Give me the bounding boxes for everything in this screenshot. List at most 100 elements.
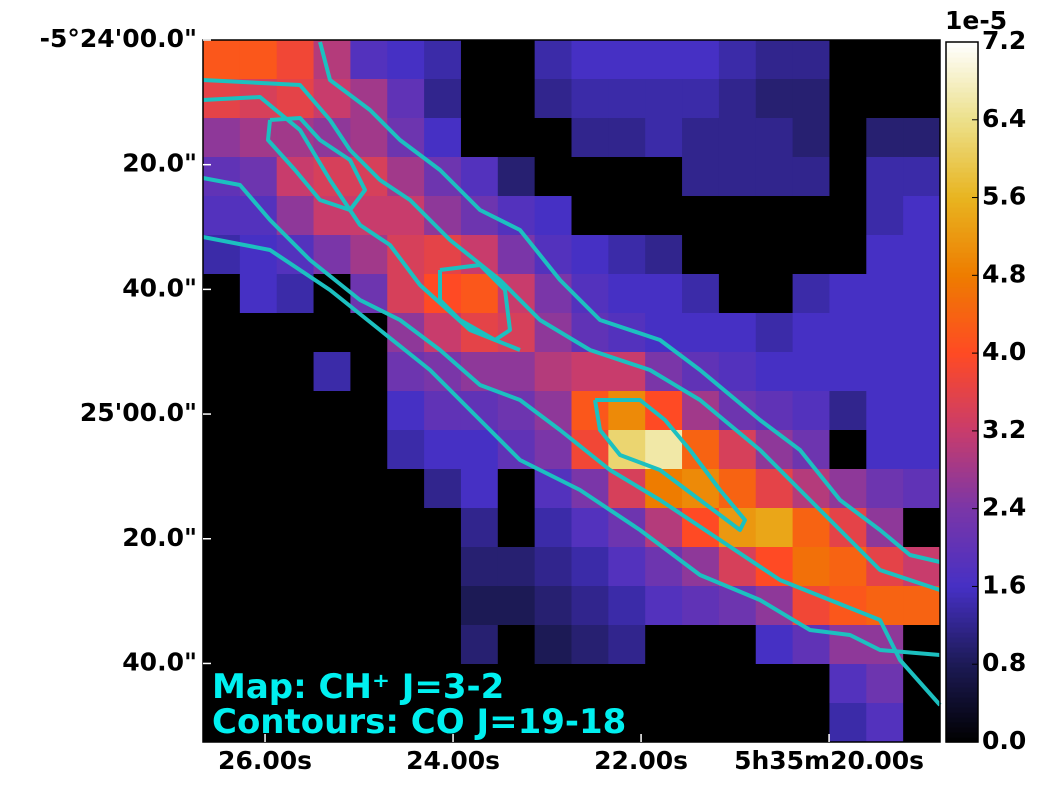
- colorbar-swatch: [946, 232, 978, 238]
- cell: [203, 625, 241, 665]
- cell: [829, 274, 867, 314]
- colorbar-swatch: [946, 582, 978, 588]
- cell: [276, 547, 315, 587]
- colorbar-swatch: [946, 257, 978, 263]
- colorbar-swatch: [946, 262, 978, 268]
- cell: [792, 664, 830, 704]
- colorbar-tick-label: 0.8: [982, 648, 1026, 677]
- cell: [608, 157, 646, 197]
- cell: [682, 79, 720, 119]
- cell: [792, 235, 830, 275]
- cell: [239, 430, 278, 470]
- annotation: Contours: CO J=19-18: [212, 702, 626, 742]
- colorbar-swatch: [946, 242, 978, 248]
- cell: [829, 40, 867, 80]
- cell: [608, 40, 646, 80]
- cell: [350, 586, 388, 626]
- cell: [239, 625, 278, 665]
- cell: [682, 235, 720, 275]
- colorbar-swatch: [946, 112, 978, 118]
- cell: [608, 196, 646, 236]
- colorbar-swatch: [946, 517, 978, 523]
- colorbar-swatch: [946, 97, 978, 103]
- contour: [438, 263, 512, 342]
- colorbar-swatch: [946, 332, 978, 338]
- contour: [202, 176, 942, 707]
- cell: [792, 703, 830, 743]
- colorbar-swatch: [946, 57, 978, 63]
- colorbar-swatch: [946, 467, 978, 473]
- colorbar-swatch: [946, 77, 978, 83]
- colorbar-swatch: [946, 292, 978, 298]
- colorbar-swatch: [946, 627, 978, 633]
- colorbar-swatch: [946, 152, 978, 158]
- cell: [424, 118, 462, 158]
- colorbar-swatch: [946, 327, 978, 333]
- cell: [387, 703, 425, 743]
- colorbar-swatch: [946, 377, 978, 383]
- cell: [497, 40, 536, 80]
- plot-frame: [202, 39, 941, 743]
- colorbar-swatch: [946, 372, 978, 378]
- colorbar-swatch: [946, 597, 978, 603]
- cell: [276, 40, 315, 80]
- cell: [792, 40, 830, 80]
- cell: [866, 274, 904, 314]
- colorbar-swatch: [946, 212, 978, 218]
- cell: [903, 118, 941, 158]
- cell: [571, 196, 609, 236]
- cell: [239, 235, 278, 275]
- cell: [903, 391, 941, 431]
- cell: [903, 703, 941, 743]
- cell: [903, 586, 941, 626]
- cell: [682, 586, 720, 626]
- colorbar-swatch: [946, 572, 978, 578]
- cell: [645, 118, 683, 158]
- cell: [497, 157, 536, 197]
- cell: [571, 157, 609, 197]
- colorbar-swatch: [946, 502, 978, 508]
- colorbar-swatch: [946, 672, 978, 678]
- colorbar-swatch: [946, 562, 978, 568]
- colorbar-swatch: [946, 547, 978, 553]
- colorbar-swatch: [946, 682, 978, 688]
- colorbar-swatch: [946, 707, 978, 713]
- contour: [318, 41, 941, 564]
- colorbar-swatch: [946, 507, 978, 513]
- colorbar-swatch: [946, 217, 978, 223]
- cell: [203, 391, 241, 431]
- cell: [866, 313, 904, 353]
- cell: [497, 508, 536, 548]
- contour: [202, 78, 941, 592]
- cell: [682, 625, 720, 665]
- cell: [534, 274, 572, 314]
- cell: [608, 391, 646, 431]
- cell: [571, 313, 609, 353]
- cell: [829, 469, 867, 509]
- cell: [608, 79, 646, 119]
- cell: [903, 469, 941, 509]
- colorbar-swatch: [946, 512, 978, 518]
- colorbar-swatch: [946, 642, 978, 648]
- cell: [571, 235, 609, 275]
- cell: [866, 196, 904, 236]
- colorbar-tick-label: 1.6: [982, 570, 1026, 599]
- cell: [313, 352, 351, 392]
- colorbar-swatch: [946, 282, 978, 288]
- colorbar-swatch: [946, 592, 978, 598]
- cell: [718, 79, 757, 119]
- cell: [755, 313, 794, 353]
- cell: [203, 469, 241, 509]
- cell: [571, 586, 609, 626]
- colorbar-swatch: [946, 722, 978, 728]
- cell: [350, 703, 388, 743]
- cell: [792, 391, 830, 431]
- cell: [571, 118, 609, 158]
- cell: [313, 313, 351, 353]
- cell: [534, 79, 572, 119]
- y-tick-label: -5°24'00.0": [40, 24, 197, 53]
- colorbar-swatch: [946, 477, 978, 483]
- colorbar-swatch: [946, 692, 978, 698]
- cell: [424, 664, 462, 704]
- cell: [534, 196, 572, 236]
